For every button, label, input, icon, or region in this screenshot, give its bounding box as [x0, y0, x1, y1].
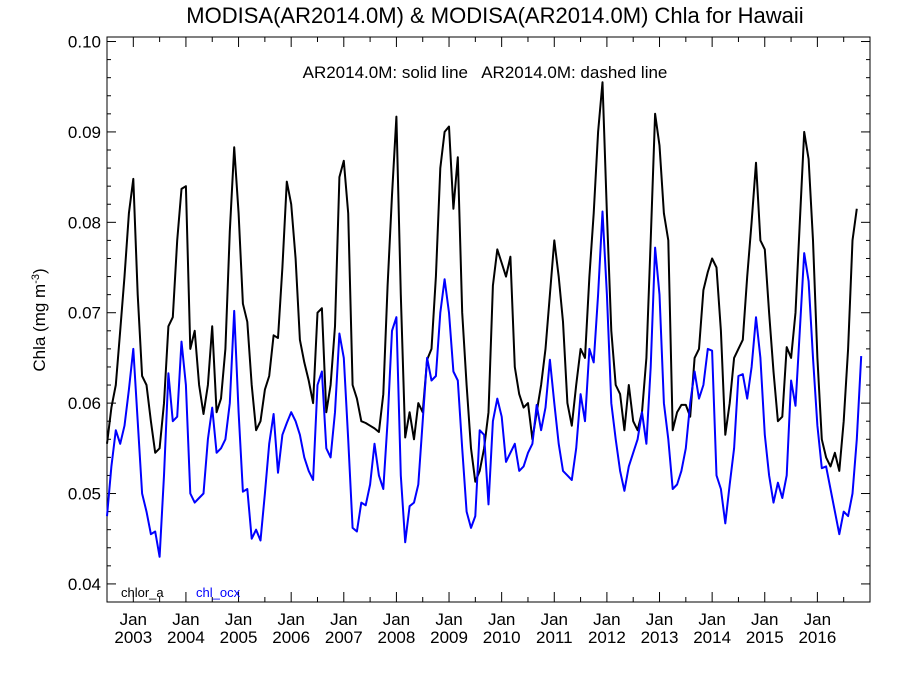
x-tick-year: 2011	[536, 628, 573, 647]
x-tick-month: Jan	[751, 610, 778, 629]
x-tick-year: 2013	[641, 628, 679, 647]
x-tick-month: Jan	[172, 610, 199, 629]
y-tick-label: 0.09	[68, 123, 101, 142]
plot-area: 0.040.050.060.070.080.090.10 Jan2003Jan2…	[68, 33, 871, 647]
legend-item-chl-ocx: chl_ocx	[196, 585, 241, 600]
y-tick-label: 0.10	[68, 33, 101, 52]
x-tick-year: 2015	[746, 628, 784, 647]
x-tick-year: 2012	[588, 628, 626, 647]
x-tick-year: 2007	[325, 628, 363, 647]
y-axis-label: Chla (mg m-3)	[30, 268, 49, 371]
x-tick-year: 2014	[693, 628, 731, 647]
y-tick-label: 0.06	[68, 394, 101, 413]
legend-item-chlor-a: chlor_a	[121, 585, 164, 600]
x-axis: Jan2003Jan2004Jan2005Jan2006Jan2007Jan20…	[106, 37, 871, 647]
chart-annotation: AR2014.0M: solid line AR2014.0M: dashed …	[303, 63, 668, 82]
x-tick-year: 2004	[167, 628, 205, 647]
x-tick-year: 2006	[272, 628, 310, 647]
legend: chlor_a chl_ocx	[121, 585, 241, 600]
x-tick-month: Jan	[698, 610, 725, 629]
x-tick-month: Jan	[435, 610, 462, 629]
series-line-chlor-a	[106, 81, 858, 483]
x-tick-year: 2010	[483, 628, 521, 647]
plot-frame	[106, 36, 871, 603]
x-tick-year: 2016	[798, 628, 836, 647]
x-tick-month: Jan	[646, 610, 673, 629]
x-tick-month: Jan	[330, 610, 357, 629]
y-tick-label: 0.08	[68, 213, 101, 232]
x-tick-year: 2005	[220, 628, 258, 647]
x-tick-month: Jan	[804, 610, 831, 629]
x-tick-year: 2009	[430, 628, 468, 647]
chart-title: MODISA(AR2014.0M) & MODISA(AR2014.0M) Ch…	[186, 3, 803, 28]
y-tick-label: 0.04	[68, 575, 101, 594]
series-layer	[106, 81, 863, 558]
x-tick-month: Jan	[277, 610, 304, 629]
y-axis: 0.04 0.05 0.06 0.07 0.08 0.09 0.10	[68, 33, 870, 603]
x-tick-year: 2003	[114, 628, 152, 647]
x-tick-month: Jan	[225, 610, 252, 629]
x-tick-month: Jan	[488, 610, 515, 629]
y-tick-label: 0.07	[68, 304, 101, 323]
x-tick-year: 2008	[377, 628, 415, 647]
y-tick-label: 0.05	[68, 485, 101, 504]
x-tick-month: Jan	[593, 610, 620, 629]
series-line-chl-ocx	[106, 210, 863, 558]
x-tick-month: Jan	[383, 610, 410, 629]
x-tick-month: Jan	[120, 610, 147, 629]
x-tick-month: Jan	[541, 610, 568, 629]
